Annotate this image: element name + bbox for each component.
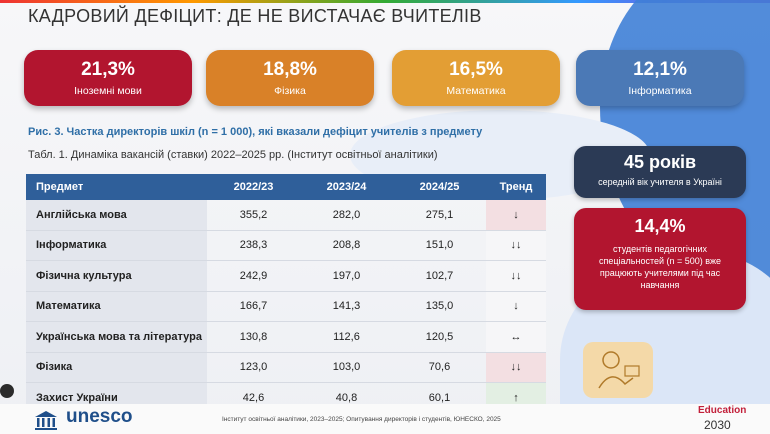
top-color-line [0,0,770,3]
value-2022-cell: 166,7 [207,291,300,322]
footer-bar [0,404,770,434]
value-2024-cell: 120,5 [393,321,486,353]
trend-cell: ↓ [486,200,546,231]
col-2023: 2023/24 [300,174,393,200]
table-header-row: Предмет 2022/23 2023/24 2024/25 Тренд [26,174,546,200]
source-note: Інститут освітньої аналітики, 2023–2025;… [222,416,501,423]
figure-caption: Рис. 3. Частка директорів шкіл (n = 1 00… [28,126,483,138]
subject-cell: Англійська мова [26,200,207,231]
kpi-card-foreign-languages: 21,3% Іноземні мови [24,50,192,106]
unesco-temple-icon [35,411,57,430]
kpi-card-math: 16,5% Математика [392,50,560,106]
value-2024-cell: 151,0 [393,230,486,261]
trend-cell: ↓↓ [486,230,546,261]
col-2022: 2022/23 [207,174,300,200]
value-2023-cell: 282,0 [300,200,393,231]
kpi-value: 18,8% [263,59,317,80]
trend-cell: ↓↓ [486,352,546,383]
slide-title: КАДРОВИЙ ДЕФІЦИТ: ДЕ НЕ ВИСТАЧАЄ ВЧИТЕЛІ… [28,6,482,26]
value-2023-cell: 141,3 [300,291,393,322]
table-row: Фізика 123,0 103,0 70,6 ↓↓ [26,352,546,383]
subject-cell: Математика [26,291,207,322]
value-2022-cell: 123,0 [207,352,300,383]
table-row: Математика 166,7 141,3 135,0 ↓ [26,291,546,322]
table-row: Інформатика 238,3 208,8 151,0 ↓↓ [26,230,546,261]
students-label: студентів педагогічних спеціальностей (n… [599,244,721,291]
kpi-label: Фізика [274,85,306,97]
avg-age-card: 45 років середній вік учителя в Україні [574,146,746,198]
value-2024-cell: 102,7 [393,260,486,292]
vacancies-table: Предмет 2022/23 2023/24 2024/25 Тренд Ан… [26,174,546,414]
value-2023-cell: 112,6 [300,321,393,353]
kpi-label: Іноземні мови [74,85,142,97]
table-row: Фізична культура 242,9 197,0 102,7 ↓↓ [26,260,546,292]
students-card: 14,4% студентів педагогічних спеціальнос… [574,208,746,310]
kpi-label: Інформатика [628,85,692,97]
value-2023-cell: 103,0 [300,352,393,383]
avg-age-label: середній вік учителя в Україні [598,177,722,187]
kpi-label: Математика [446,85,506,97]
table-row: Англійська мова 355,2 282,0 275,1 ↓ [26,200,546,231]
kpi-card-physics: 18,8% Фізика [206,50,374,106]
col-2024: 2024/25 [393,174,486,200]
col-subject: Предмет [26,174,207,200]
subject-cell: Фізика [26,352,207,383]
table-caption: Табл. 1. Динаміка вакансій (ставки) 2022… [28,149,438,161]
col-trend: Тренд [486,174,546,200]
teacher-illustration-icon [583,342,653,398]
kpi-card-informatics: 12,1% Інформатика [576,50,744,106]
pen-tool-icon[interactable] [0,384,14,398]
subject-cell: Фізична культура [26,260,207,292]
unesco-logo-text: unesco [66,406,133,427]
trend-cell: ↔ [486,321,546,353]
value-2023-cell: 197,0 [300,260,393,292]
kpi-value: 21,3% [81,59,135,80]
value-2022-cell: 355,2 [207,200,300,231]
value-2023-cell: 208,8 [300,230,393,261]
value-2022-cell: 130,8 [207,321,300,353]
trend-cell: ↓↓ [486,260,546,292]
value-2022-cell: 238,3 [207,230,300,261]
value-2024-cell: 275,1 [393,200,486,231]
students-value: 14,4% [634,216,686,236]
value-2022-cell: 242,9 [207,260,300,292]
education-2030-year: 2030 [704,418,731,432]
kpi-value: 12,1% [633,59,687,80]
education-2030-logo: Education [698,405,747,416]
kpi-value: 16,5% [449,59,503,80]
value-2024-cell: 70,6 [393,352,486,383]
trend-cell: ↓ [486,291,546,322]
subject-cell: Українська мова та література [26,321,207,353]
table-row: Українська мова та література 130,8 112,6 1… [26,321,546,353]
avg-age-value: 45 років [623,152,697,172]
value-2024-cell: 135,0 [393,291,486,322]
subject-cell: Інформатика [26,230,207,261]
